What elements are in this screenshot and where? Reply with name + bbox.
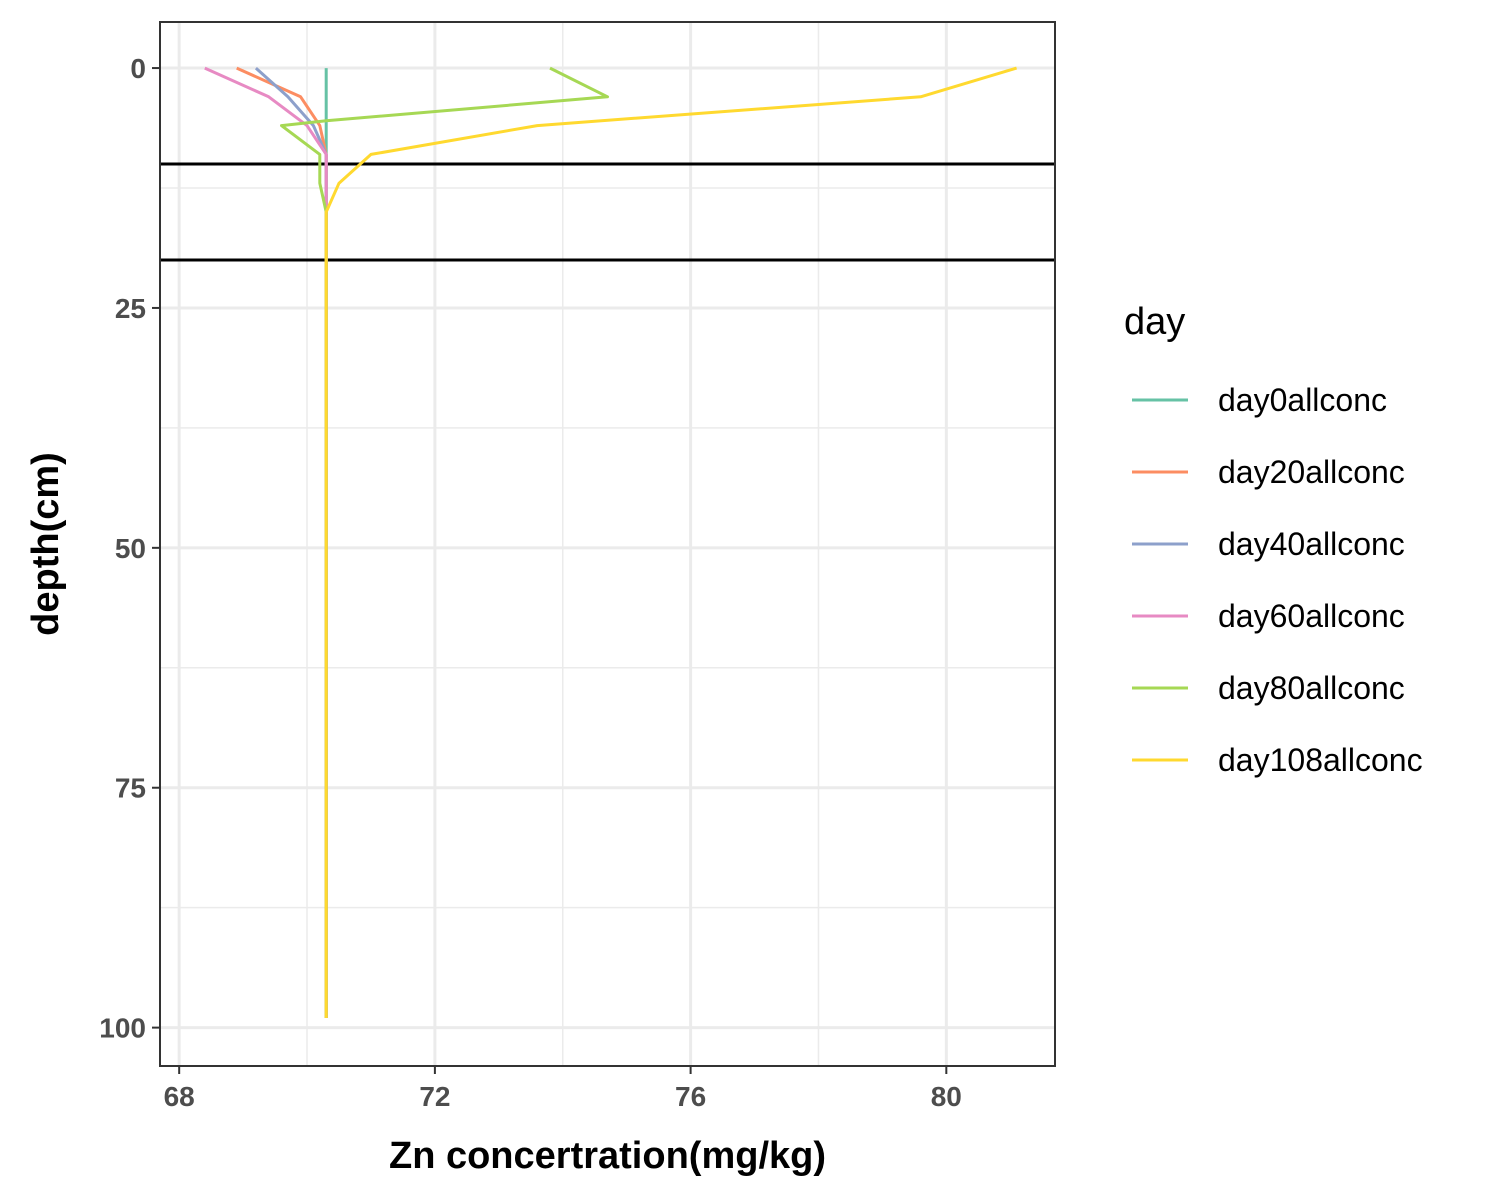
y-axis-title: depth(cm) xyxy=(25,452,67,636)
series-line-day20allconc xyxy=(236,66,328,1018)
series-line-day108allconc xyxy=(324,66,1018,1018)
y-tick-label: 25 xyxy=(115,293,146,324)
legend-label-day80allconc: day80allconc xyxy=(1218,670,1405,706)
x-tick-label: 72 xyxy=(419,1081,450,1112)
legend-label-day40allconc: day40allconc xyxy=(1218,526,1405,562)
legend-items: day0allconc day20allconc day40allconc day60… xyxy=(1132,382,1423,778)
y-tick-label: 50 xyxy=(115,533,146,564)
reference-lines xyxy=(160,162,1055,262)
tick-layer: 0 25 50 75 100 68 72 76 80 xyxy=(99,53,962,1112)
series-line-day80allconc xyxy=(280,66,609,1018)
legend-label-day20allconc: day20allconc xyxy=(1218,454,1405,490)
series-layer xyxy=(204,66,1018,1018)
x-tick-label: 80 xyxy=(931,1081,962,1112)
y-tick-label: 100 xyxy=(99,1013,146,1044)
x-axis-title: Zn concertration(mg/kg) xyxy=(389,1135,826,1177)
legend-title: day xyxy=(1124,301,1185,343)
series-line-day60allconc xyxy=(204,66,328,1018)
x-tick-label: 76 xyxy=(675,1081,706,1112)
legend: day day0allconcday20allconcday40allconcd… xyxy=(1124,301,1423,778)
legend-label-day108allconc: day108allconc xyxy=(1218,742,1423,778)
y-tick-label: 75 xyxy=(115,773,146,804)
grid-layer xyxy=(160,22,1055,1066)
x-tick-label: 68 xyxy=(164,1081,195,1112)
y-tick-label: 0 xyxy=(130,53,146,84)
series-line-day40allconc xyxy=(254,66,328,1018)
legend-label-day60allconc: day60allconc xyxy=(1218,598,1405,634)
legend-label-day0allconc: day0allconc xyxy=(1218,382,1387,418)
panel-border xyxy=(159,21,1056,1067)
